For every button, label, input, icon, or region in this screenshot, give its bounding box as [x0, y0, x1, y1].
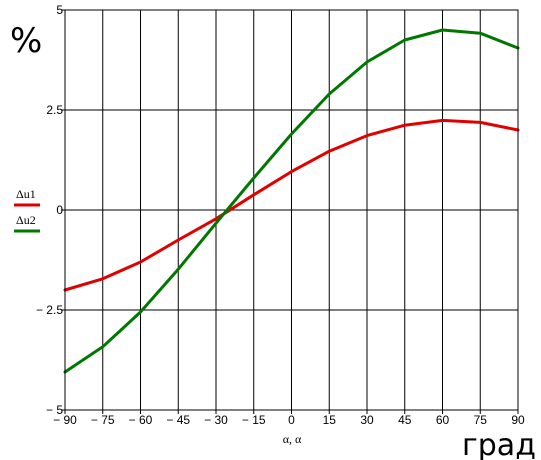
x-tick-label: − 90: [53, 413, 77, 427]
legend: Δu1 Δu2: [14, 187, 40, 233]
x-tick-label: 45: [398, 413, 412, 427]
legend-label-2: Δu2: [16, 213, 36, 227]
tick-labels: − 90 − 75 − 60 − 45 − 30 − 15 0 15 30 45 60 75 90 − 5…: [36, 3, 525, 427]
x-tick-label: − 15: [242, 413, 266, 427]
plot-frame: [64, 9, 519, 411]
x-tick-label: − 75: [91, 413, 115, 427]
legend-label-1: Δu1: [16, 187, 36, 201]
y-tick-label: 0: [56, 203, 63, 217]
x-tick-label: 90: [511, 413, 525, 427]
x-tick-label: 75: [474, 413, 488, 427]
x-axis-label: α, α: [283, 432, 302, 446]
series-line-2: [63, 28, 520, 374]
x-tick-label: − 30: [204, 413, 228, 427]
x-tick-label: 60: [436, 413, 450, 427]
x-tick-label: − 60: [129, 413, 153, 427]
x-tick-label: 15: [323, 413, 337, 427]
series-line-1: [63, 118, 520, 292]
y-tick-label: 5: [56, 3, 63, 17]
y-tick-label: 2.5: [46, 103, 63, 117]
grid: [61, 9, 519, 414]
series-group: [63, 28, 520, 374]
y-unit-annotation: %: [10, 21, 42, 61]
x-tick-label: 0: [288, 413, 295, 427]
x-unit-annotation: град: [462, 428, 536, 460]
y-tick-label: − 5: [46, 403, 63, 417]
y-tick-label: − 2.5: [36, 303, 63, 317]
x-tick-label: − 45: [166, 413, 190, 427]
x-tick-label: 30: [360, 413, 374, 427]
